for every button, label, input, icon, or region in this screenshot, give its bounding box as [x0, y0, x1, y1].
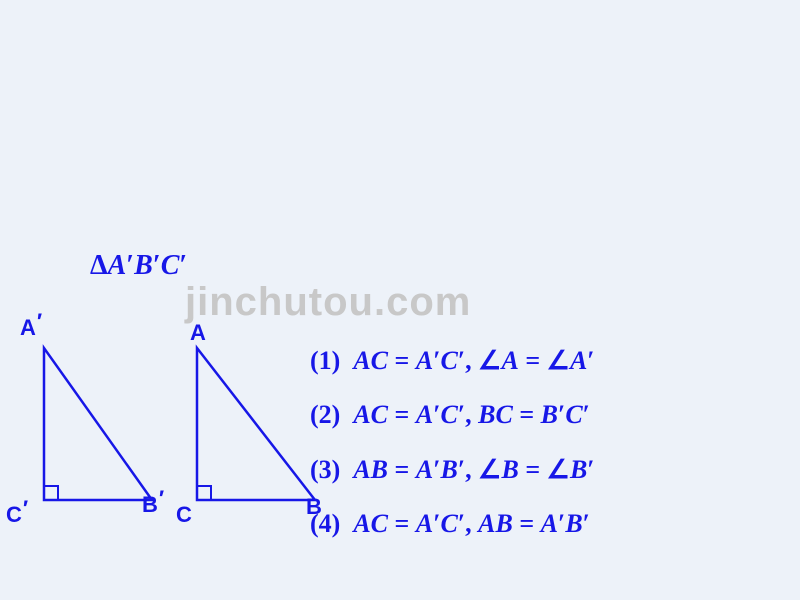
hdr-C: C: [161, 250, 180, 281]
hdr-A: A: [108, 250, 127, 281]
vertex-B-prime: B′: [142, 492, 163, 518]
vertex-C: C: [176, 502, 192, 528]
condition-4: (4) AC = A′C′, AB = A′B′: [310, 509, 595, 539]
vertex-C-prime: C′: [6, 502, 27, 528]
triangle-prime-header: ΔA′B′C′: [90, 250, 187, 282]
vertex-A-prime: A′: [20, 315, 41, 341]
vC-prime: ′: [23, 496, 28, 521]
vC2-text: C: [176, 502, 192, 527]
triangle-plain-shape: [197, 348, 315, 500]
vA-text: A: [20, 315, 36, 340]
vB-prime: ′: [159, 486, 164, 511]
hdr-B: B: [134, 250, 153, 281]
delta-symbol: Δ: [90, 250, 108, 281]
condition-3: (3) AB = A′B′, ∠B = ∠B′: [310, 454, 595, 485]
hdr-C-prime: ′: [179, 250, 187, 281]
watermark-text: jinchutou.com: [185, 280, 471, 325]
condition-1: (1) AC = A′C′, ∠A = ∠A′: [310, 345, 595, 376]
vA2-text: A: [190, 320, 206, 345]
vA-prime: ′: [37, 309, 42, 334]
condition-2: (2) AC = A′C′, BC = B′C′: [310, 400, 595, 430]
right-angle-marker-plain: [197, 486, 211, 500]
triangle-prime-shape: [44, 348, 152, 500]
conditions-list: (1) AC = A′C′, ∠A = ∠A′ (2) AC = A′C′, BC…: [310, 345, 595, 563]
hdr-A-prime: ′: [126, 250, 134, 281]
vertex-A: A: [190, 320, 206, 346]
hdr-B-prime: ′: [153, 250, 161, 281]
right-angle-marker-prime: [44, 486, 58, 500]
vC-text: C: [6, 502, 22, 527]
vB-text: B: [142, 492, 158, 517]
